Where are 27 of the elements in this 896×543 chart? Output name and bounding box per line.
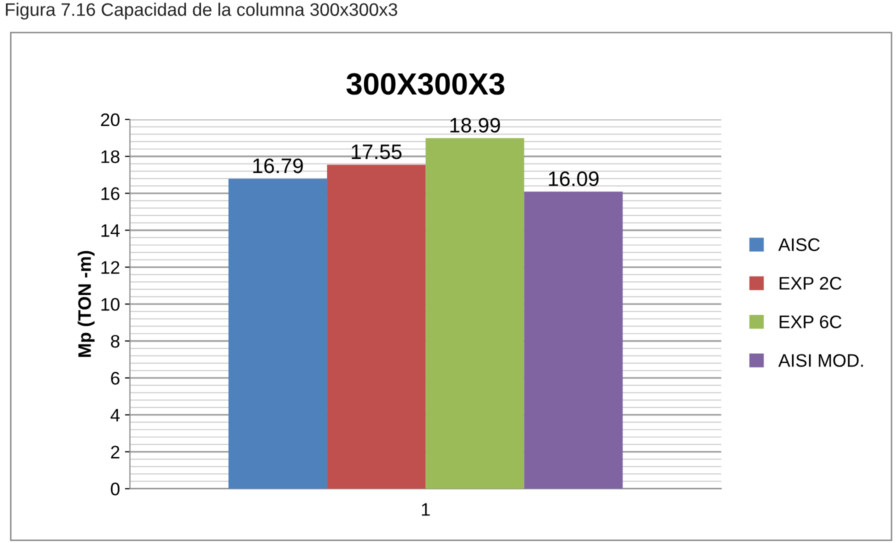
y-tick-label: 0 (110, 482, 120, 496)
bar (524, 192, 623, 489)
text: Figura 7.16 Capacidad de la columna 300x300x3 (6, 2, 398, 20)
y-tick-label: 18 (101, 150, 120, 164)
data-label: 16.09 (548, 171, 599, 186)
data-label: 18.99 (450, 118, 500, 133)
data-label: 16.79 (253, 158, 303, 174)
y-tick-label: 16 (101, 187, 120, 200)
x-tick-label: 1 (422, 503, 430, 516)
y-tick-label: 14 (101, 224, 120, 237)
y-tick-label: 10 (101, 298, 120, 311)
y-tick-label: 20 (101, 113, 120, 126)
y-tick-label: 6 (111, 372, 120, 385)
y-tick-label: 12 (101, 261, 120, 274)
y-tick-label: 4 (110, 408, 120, 422)
bar (426, 138, 524, 489)
y-tick-label: 8 (110, 334, 120, 348)
legend-label: EXP 2C (780, 276, 842, 290)
data-label: 17.55 (352, 144, 402, 160)
legend-label: AISI MOD. (778, 354, 863, 367)
y-tick-label: 2 (111, 446, 120, 458)
legend-label: EXP 6C (780, 315, 842, 328)
bar (228, 178, 328, 489)
legend-label: AISC (778, 238, 820, 252)
y-axis-title: Mp (TON -m) (78, 250, 95, 357)
chart-title: 300X300X3 (346, 73, 504, 95)
bar (327, 164, 426, 489)
